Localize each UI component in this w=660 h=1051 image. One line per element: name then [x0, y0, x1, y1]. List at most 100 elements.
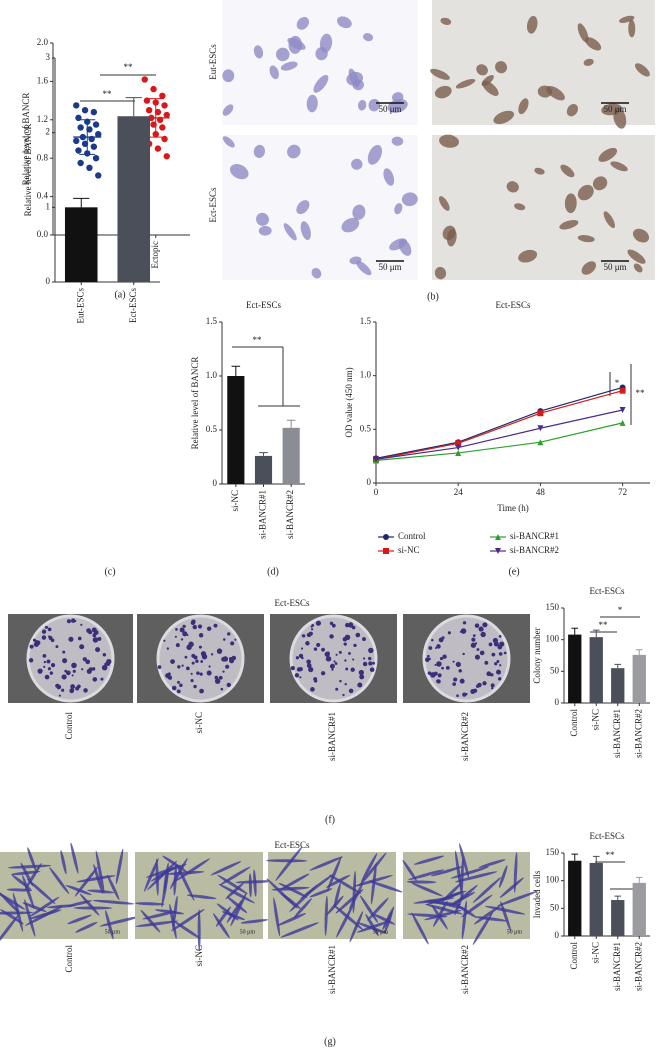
cell — [155, 858, 159, 896]
error-bar — [571, 853, 579, 861]
point — [154, 108, 162, 116]
scale-label: 50 μm — [373, 929, 389, 935]
error-bar — [592, 855, 600, 863]
y-axis-label: Relative level of BANCR — [23, 124, 33, 217]
error-bar — [592, 629, 600, 638]
cell — [277, 913, 307, 926]
photo — [222, 0, 418, 125]
colony — [167, 672, 171, 676]
cell — [0, 909, 24, 925]
cell — [0, 914, 19, 947]
colony — [499, 664, 502, 667]
point — [77, 159, 84, 167]
cell — [628, 19, 636, 38]
colony — [191, 661, 195, 665]
colony — [195, 659, 199, 663]
error-bar — [635, 876, 643, 883]
colony — [85, 659, 91, 665]
cell — [221, 911, 246, 921]
colony — [453, 677, 458, 682]
cell — [333, 882, 341, 909]
point — [455, 440, 462, 447]
colony — [431, 638, 434, 642]
cell — [27, 847, 37, 872]
bar — [611, 900, 625, 936]
colony — [214, 675, 219, 680]
colony — [190, 672, 193, 675]
legend-marker — [495, 548, 501, 554]
colony — [222, 670, 225, 673]
cell — [473, 905, 501, 925]
cell — [169, 903, 177, 940]
cell — [65, 885, 92, 896]
colony — [490, 683, 495, 688]
cell — [592, 176, 608, 191]
cell — [583, 58, 594, 66]
colony — [174, 635, 177, 638]
y-tick-label: 0.0 — [37, 229, 49, 239]
panel-label: (c) — [104, 566, 115, 577]
cell — [341, 217, 360, 233]
cell — [440, 17, 452, 25]
colony — [472, 634, 476, 638]
colony — [294, 673, 300, 678]
cell — [140, 909, 161, 933]
point — [90, 108, 98, 116]
colony — [320, 671, 326, 676]
colony — [362, 661, 368, 667]
error-bar — [231, 365, 241, 376]
cell — [450, 866, 490, 879]
cell — [434, 266, 447, 280]
colony — [62, 674, 67, 680]
colony — [177, 665, 181, 669]
cell — [273, 897, 281, 937]
line — [375, 390, 623, 460]
cell — [633, 263, 643, 273]
colony — [476, 648, 480, 651]
cell — [430, 866, 463, 877]
cell — [115, 848, 124, 885]
colony — [368, 647, 374, 654]
y-tick-label: 1.5 — [360, 316, 372, 326]
x-tick-label: Ectopic — [150, 241, 160, 269]
cell — [577, 234, 595, 243]
x-tick-label: 24 — [454, 487, 464, 497]
colony — [33, 642, 39, 648]
colony — [462, 621, 467, 625]
y-tick-label: 0.5 — [206, 424, 218, 434]
bar — [632, 654, 646, 703]
significance: ** — [606, 850, 616, 860]
colony — [175, 628, 178, 631]
colony — [334, 662, 338, 665]
cell — [174, 921, 201, 939]
colony — [326, 651, 330, 656]
colony — [188, 641, 194, 648]
cell — [351, 158, 363, 170]
colony — [357, 682, 363, 688]
cell — [456, 904, 477, 918]
colony — [493, 641, 499, 647]
cell — [265, 859, 308, 863]
colony — [316, 642, 321, 648]
image-label: si-BANCR#1 — [327, 945, 337, 994]
point — [86, 126, 93, 133]
y-tick-label: 150 — [546, 602, 560, 612]
cell — [222, 69, 235, 83]
cell — [163, 862, 169, 894]
point — [86, 164, 93, 171]
cell — [306, 94, 318, 113]
cell — [382, 906, 395, 931]
x-tick-label: Eut-ESCs — [75, 288, 85, 324]
colony — [220, 687, 224, 691]
cell — [352, 870, 357, 914]
error-bar — [614, 895, 622, 901]
x-tick-label: si-NC — [590, 709, 600, 731]
colony — [72, 669, 76, 673]
colony — [71, 674, 74, 677]
colony — [344, 659, 347, 662]
x-tick-label: si-BANCR#2 — [285, 490, 295, 539]
cell — [325, 874, 351, 888]
colony — [192, 624, 197, 630]
panel-label: (f) — [325, 814, 335, 825]
colony — [486, 671, 492, 677]
